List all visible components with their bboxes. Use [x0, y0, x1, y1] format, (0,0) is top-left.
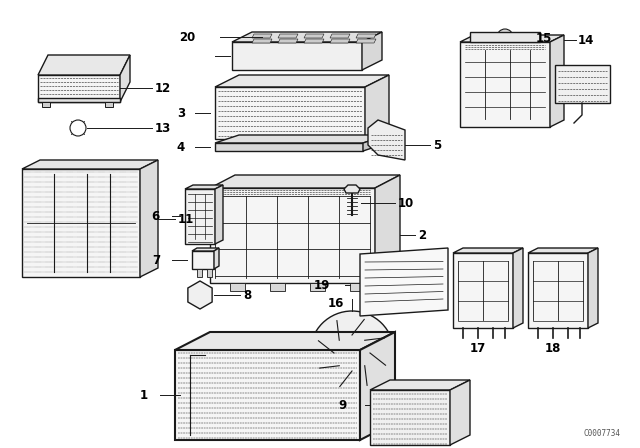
- Polygon shape: [270, 283, 285, 291]
- Text: 7: 7: [152, 254, 160, 267]
- Polygon shape: [470, 32, 540, 42]
- Polygon shape: [330, 39, 350, 43]
- Polygon shape: [252, 39, 272, 43]
- Polygon shape: [278, 39, 298, 43]
- Text: 18: 18: [545, 341, 561, 354]
- Text: 12: 12: [155, 82, 172, 95]
- Polygon shape: [330, 34, 350, 38]
- Polygon shape: [215, 135, 387, 143]
- Polygon shape: [22, 160, 158, 169]
- Polygon shape: [215, 87, 365, 139]
- Text: 11: 11: [178, 212, 195, 225]
- Polygon shape: [528, 248, 598, 253]
- Text: C0007734: C0007734: [583, 429, 620, 438]
- Polygon shape: [252, 34, 272, 38]
- Polygon shape: [360, 332, 395, 440]
- Polygon shape: [188, 281, 212, 309]
- Polygon shape: [232, 32, 382, 42]
- Polygon shape: [310, 283, 325, 291]
- Polygon shape: [375, 175, 400, 283]
- Polygon shape: [120, 55, 130, 102]
- Polygon shape: [368, 120, 405, 160]
- Circle shape: [347, 348, 357, 358]
- Polygon shape: [453, 248, 523, 253]
- Polygon shape: [350, 283, 365, 291]
- Polygon shape: [192, 248, 219, 251]
- Polygon shape: [42, 102, 50, 107]
- Text: 14: 14: [578, 34, 595, 47]
- Text: 19: 19: [314, 279, 330, 292]
- Text: 20: 20: [179, 30, 195, 43]
- Polygon shape: [588, 248, 598, 328]
- Polygon shape: [185, 185, 223, 189]
- Text: 8: 8: [243, 289, 252, 302]
- Text: 5: 5: [433, 138, 441, 151]
- Polygon shape: [550, 35, 564, 127]
- Polygon shape: [450, 380, 470, 445]
- Polygon shape: [304, 39, 324, 43]
- Text: 9: 9: [339, 399, 347, 412]
- Polygon shape: [362, 32, 382, 70]
- Polygon shape: [210, 188, 375, 283]
- Polygon shape: [356, 39, 376, 43]
- Polygon shape: [22, 169, 140, 277]
- Polygon shape: [365, 75, 389, 139]
- Circle shape: [70, 120, 86, 136]
- Polygon shape: [370, 390, 450, 445]
- Polygon shape: [555, 65, 610, 103]
- Text: 13: 13: [155, 121, 172, 134]
- Polygon shape: [453, 253, 513, 328]
- Polygon shape: [528, 253, 588, 328]
- Polygon shape: [185, 189, 215, 244]
- Circle shape: [310, 311, 394, 395]
- Polygon shape: [210, 175, 400, 188]
- Polygon shape: [230, 283, 245, 291]
- Polygon shape: [215, 185, 223, 244]
- Polygon shape: [38, 98, 120, 102]
- Polygon shape: [344, 185, 360, 193]
- Polygon shape: [363, 135, 387, 151]
- Circle shape: [497, 29, 513, 45]
- Polygon shape: [460, 35, 564, 42]
- Polygon shape: [175, 350, 360, 440]
- Polygon shape: [232, 42, 362, 70]
- Text: 1: 1: [140, 388, 148, 401]
- Polygon shape: [197, 269, 202, 277]
- Text: 6: 6: [152, 210, 160, 223]
- Polygon shape: [356, 34, 376, 38]
- Polygon shape: [513, 248, 523, 328]
- Polygon shape: [38, 55, 130, 75]
- Polygon shape: [460, 42, 550, 127]
- Text: 17: 17: [470, 341, 486, 354]
- Polygon shape: [215, 143, 363, 151]
- Polygon shape: [105, 102, 113, 107]
- Text: 3: 3: [177, 107, 185, 120]
- Text: 15: 15: [536, 31, 552, 44]
- Polygon shape: [360, 248, 448, 316]
- Polygon shape: [304, 34, 324, 38]
- Circle shape: [334, 335, 370, 371]
- Polygon shape: [207, 269, 212, 277]
- Polygon shape: [175, 332, 395, 350]
- Polygon shape: [225, 139, 235, 145]
- Text: 4: 4: [177, 141, 185, 154]
- Text: 10: 10: [398, 197, 414, 210]
- Text: 16: 16: [328, 297, 344, 310]
- Polygon shape: [370, 380, 470, 390]
- Text: 2: 2: [418, 228, 426, 241]
- Polygon shape: [214, 248, 219, 269]
- Polygon shape: [38, 75, 120, 102]
- Polygon shape: [215, 75, 389, 87]
- Circle shape: [192, 287, 208, 303]
- Polygon shape: [278, 34, 298, 38]
- Polygon shape: [140, 160, 158, 277]
- Polygon shape: [192, 251, 214, 269]
